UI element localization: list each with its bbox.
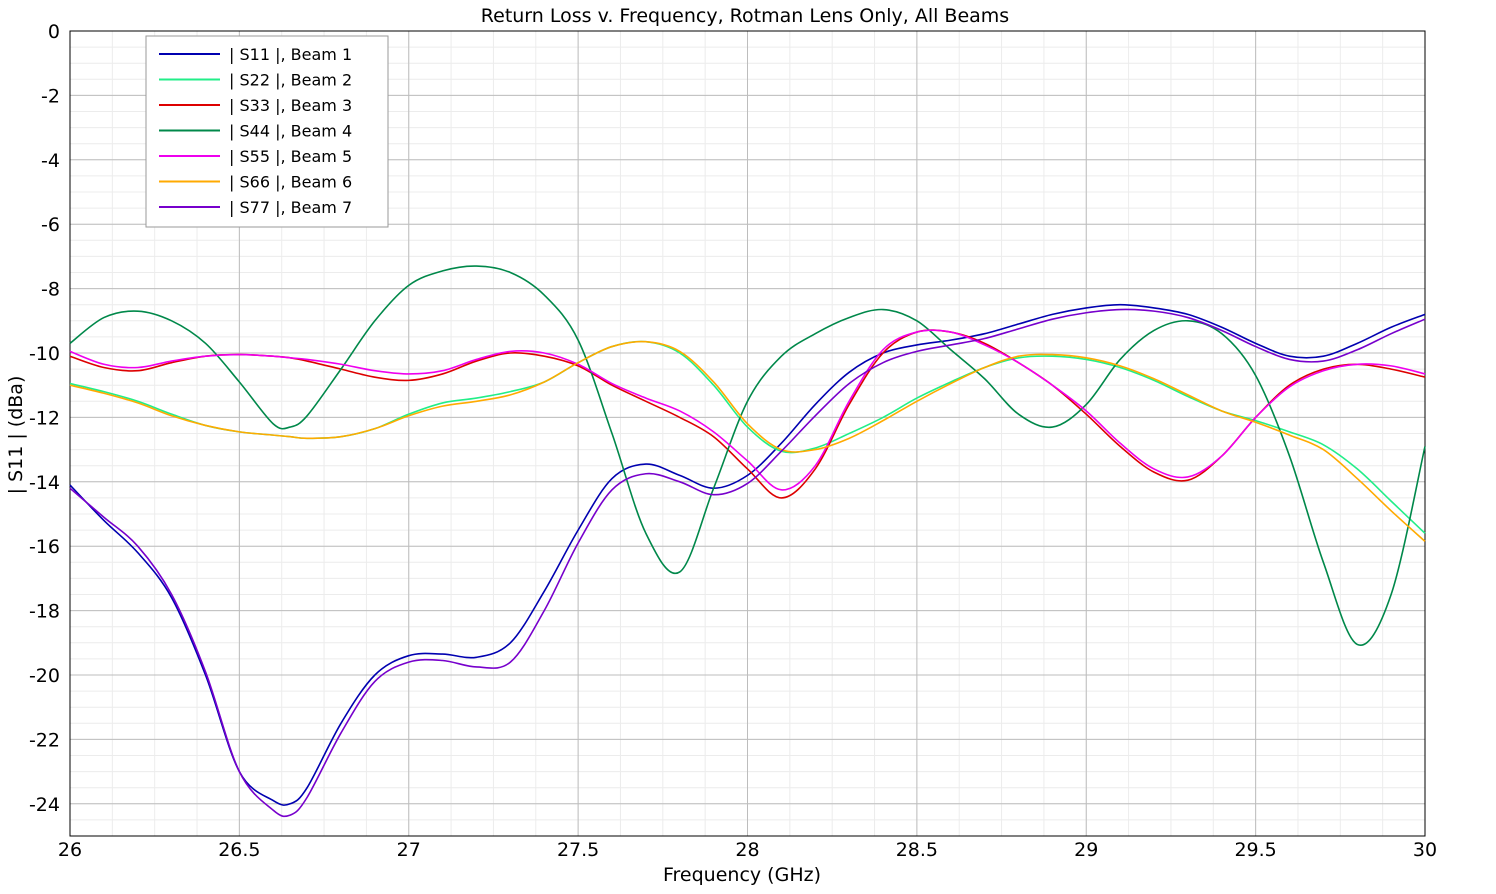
y-tick-label: -4 <box>41 150 60 172</box>
x-tick-label: 27 <box>397 839 421 861</box>
legend-label-3: | S33 |, Beam 3 <box>229 96 352 115</box>
series-layer <box>69 265 1426 818</box>
y-tick-label: -24 <box>29 794 60 816</box>
legend-label-7: | S77 |, Beam 7 <box>229 198 352 217</box>
series-line-6 <box>69 340 1426 542</box>
x-axis-label: Frequency (GHz) <box>663 864 821 886</box>
legend-label-6: | S66 |, Beam 6 <box>229 173 352 192</box>
x-tick-label: 29.5 <box>1234 839 1276 861</box>
x-tick-label: 28 <box>735 839 759 861</box>
y-tick-label: -20 <box>29 665 60 687</box>
y-axis-ticks: 0 -2 -4 -6 -8 -10 -12 -14 -16 -18 -20 -22 -24 <box>29 21 60 816</box>
x-tick-label: 26 <box>58 839 82 861</box>
y-tick-label: -16 <box>29 536 60 558</box>
y-tick-label: -2 <box>41 85 60 107</box>
y-tick-label: -10 <box>29 343 60 365</box>
y-tick-label: 0 <box>48 21 60 43</box>
y-tick-label: -6 <box>41 214 60 236</box>
x-tick-label: 29 <box>1074 839 1098 861</box>
y-tick-label: -12 <box>29 407 60 429</box>
x-tick-label: 26.5 <box>218 839 260 861</box>
series-line-4 <box>69 265 1426 646</box>
plot-area-frame <box>69 30 1426 837</box>
legend-label-4: | S44 |, Beam 4 <box>229 122 352 141</box>
x-tick-label: 30 <box>1413 839 1437 861</box>
x-tick-label: 27.5 <box>557 839 599 861</box>
y-tick-label: -22 <box>29 729 60 751</box>
y-tick-label: -18 <box>29 601 60 623</box>
series-line-5 <box>69 329 1426 491</box>
y-tick-label: -14 <box>29 472 60 494</box>
legend-label-5: | S55 |, Beam 5 <box>229 147 352 166</box>
series-line-7 <box>69 308 1426 818</box>
chart-title: Return Loss v. Frequency, Rotman Lens On… <box>481 5 1009 27</box>
series-line-1 <box>69 303 1426 806</box>
x-axis-ticks: 26 26.5 27 27.5 28 28.5 29 29.5 30 <box>58 839 1437 861</box>
legend-label-1: | S11 |, Beam 1 <box>229 45 352 64</box>
y-tick-label: -8 <box>41 279 60 301</box>
y-axis-label: | S11 | (dBa) <box>5 376 27 495</box>
x-tick-label: 28.5 <box>896 839 938 861</box>
legend: | S11 |, Beam 1 | S22 |, Beam 2 | S33 |, B… <box>145 35 389 228</box>
legend-label-2: | S22 |, Beam 2 <box>229 71 352 90</box>
